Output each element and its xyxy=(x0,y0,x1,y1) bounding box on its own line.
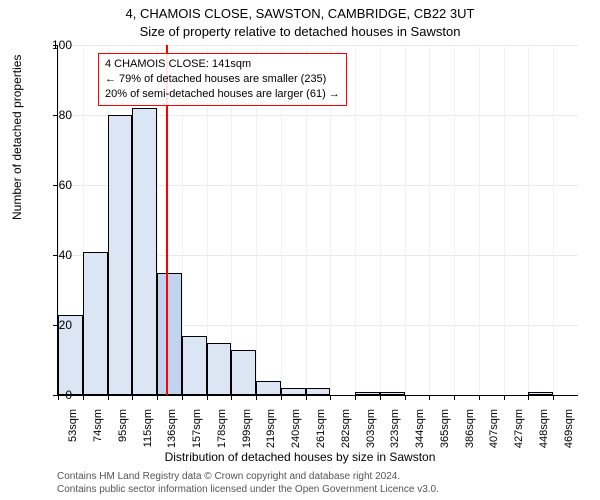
xtick-mark xyxy=(553,395,554,400)
annotation-line-2: ← 79% of detached houses are smaller (23… xyxy=(105,72,340,87)
ytick-label: 60 xyxy=(42,178,72,192)
xtick-label: 427sqm xyxy=(513,409,525,469)
xtick-label: 323sqm xyxy=(389,409,401,469)
grid-vline xyxy=(553,45,554,395)
xtick-label: 448sqm xyxy=(538,409,550,469)
xtick-mark xyxy=(132,395,133,400)
xtick-mark xyxy=(306,395,307,400)
gridline xyxy=(58,45,578,46)
xtick-label: 53sqm xyxy=(67,409,79,469)
y-axis-label: Number of detached properties xyxy=(10,55,24,220)
xtick-label: 365sqm xyxy=(439,409,451,469)
xtick-label: 386sqm xyxy=(464,409,476,469)
xtick-label: 136sqm xyxy=(166,409,178,469)
grid-vline xyxy=(479,45,480,395)
footer-attribution: Contains HM Land Registry data © Crown c… xyxy=(57,471,439,496)
xtick-label: 240sqm xyxy=(290,409,302,469)
grid-vline xyxy=(429,45,430,395)
histogram-bar xyxy=(380,392,405,396)
grid-vline xyxy=(405,45,406,395)
grid-vline xyxy=(380,45,381,395)
histogram-bar xyxy=(256,381,281,395)
chart-title-address: 4, CHAMOIS CLOSE, SAWSTON, CAMBRIDGE, CB… xyxy=(0,6,600,21)
xtick-mark xyxy=(108,395,109,400)
histogram-bar xyxy=(306,388,331,395)
grid-vline xyxy=(504,45,505,395)
ytick-label: 80 xyxy=(42,108,72,122)
footer-line-2: Contains public sector information licen… xyxy=(57,484,439,497)
xtick-label: 115sqm xyxy=(142,409,154,469)
histogram-bar xyxy=(355,392,380,396)
ytick-label: 100 xyxy=(42,38,72,52)
annotation-line-1: 4 CHAMOIS CLOSE: 141sqm xyxy=(105,57,340,72)
histogram-bar xyxy=(528,392,553,396)
xtick-mark xyxy=(380,395,381,400)
xtick-mark xyxy=(330,395,331,400)
histogram-bar xyxy=(231,350,256,396)
xtick-mark xyxy=(256,395,257,400)
histogram-bar xyxy=(108,115,133,395)
xtick-mark xyxy=(504,395,505,400)
xtick-mark xyxy=(528,395,529,400)
xtick-mark xyxy=(83,395,84,400)
xtick-mark xyxy=(182,395,183,400)
xtick-label: 199sqm xyxy=(241,409,253,469)
xtick-label: 219sqm xyxy=(265,409,277,469)
plot-area: 4 CHAMOIS CLOSE: 141sqm ← 79% of detache… xyxy=(57,45,578,396)
annotation-line-3: 20% of semi-detached houses are larger (… xyxy=(105,87,340,102)
xtick-mark xyxy=(281,395,282,400)
xtick-label: 344sqm xyxy=(414,409,426,469)
chart-subtitle: Size of property relative to detached ho… xyxy=(0,24,600,39)
histogram-bar xyxy=(83,252,108,396)
histogram-bar xyxy=(157,273,182,396)
xtick-mark xyxy=(355,395,356,400)
grid-vline xyxy=(355,45,356,395)
xtick-label: 303sqm xyxy=(365,409,377,469)
histogram-bar xyxy=(281,388,306,395)
xtick-mark xyxy=(207,395,208,400)
histogram-bar xyxy=(207,343,232,396)
xtick-label: 282sqm xyxy=(340,409,352,469)
footer-line-1: Contains HM Land Registry data © Crown c… xyxy=(57,471,439,484)
histogram-bar xyxy=(182,336,207,396)
xtick-label: 178sqm xyxy=(216,409,228,469)
xtick-label: 157sqm xyxy=(191,409,203,469)
xtick-mark xyxy=(454,395,455,400)
grid-vline xyxy=(528,45,529,395)
xtick-label: 74sqm xyxy=(92,409,104,469)
annotation-box: 4 CHAMOIS CLOSE: 141sqm ← 79% of detache… xyxy=(98,53,347,106)
xtick-label: 469sqm xyxy=(563,409,575,469)
chart-container: 4, CHAMOIS CLOSE, SAWSTON, CAMBRIDGE, CB… xyxy=(0,0,600,500)
xtick-label: 261sqm xyxy=(315,409,327,469)
ytick-label: 20 xyxy=(42,318,72,332)
xtick-label: 95sqm xyxy=(117,409,129,469)
ytick-label: 0 xyxy=(42,388,72,402)
xtick-mark xyxy=(157,395,158,400)
ytick-label: 40 xyxy=(42,248,72,262)
xtick-mark xyxy=(479,395,480,400)
grid-vline xyxy=(454,45,455,395)
xtick-mark xyxy=(405,395,406,400)
xtick-label: 407sqm xyxy=(488,409,500,469)
xtick-mark xyxy=(231,395,232,400)
histogram-bar xyxy=(132,108,157,395)
xtick-mark xyxy=(429,395,430,400)
